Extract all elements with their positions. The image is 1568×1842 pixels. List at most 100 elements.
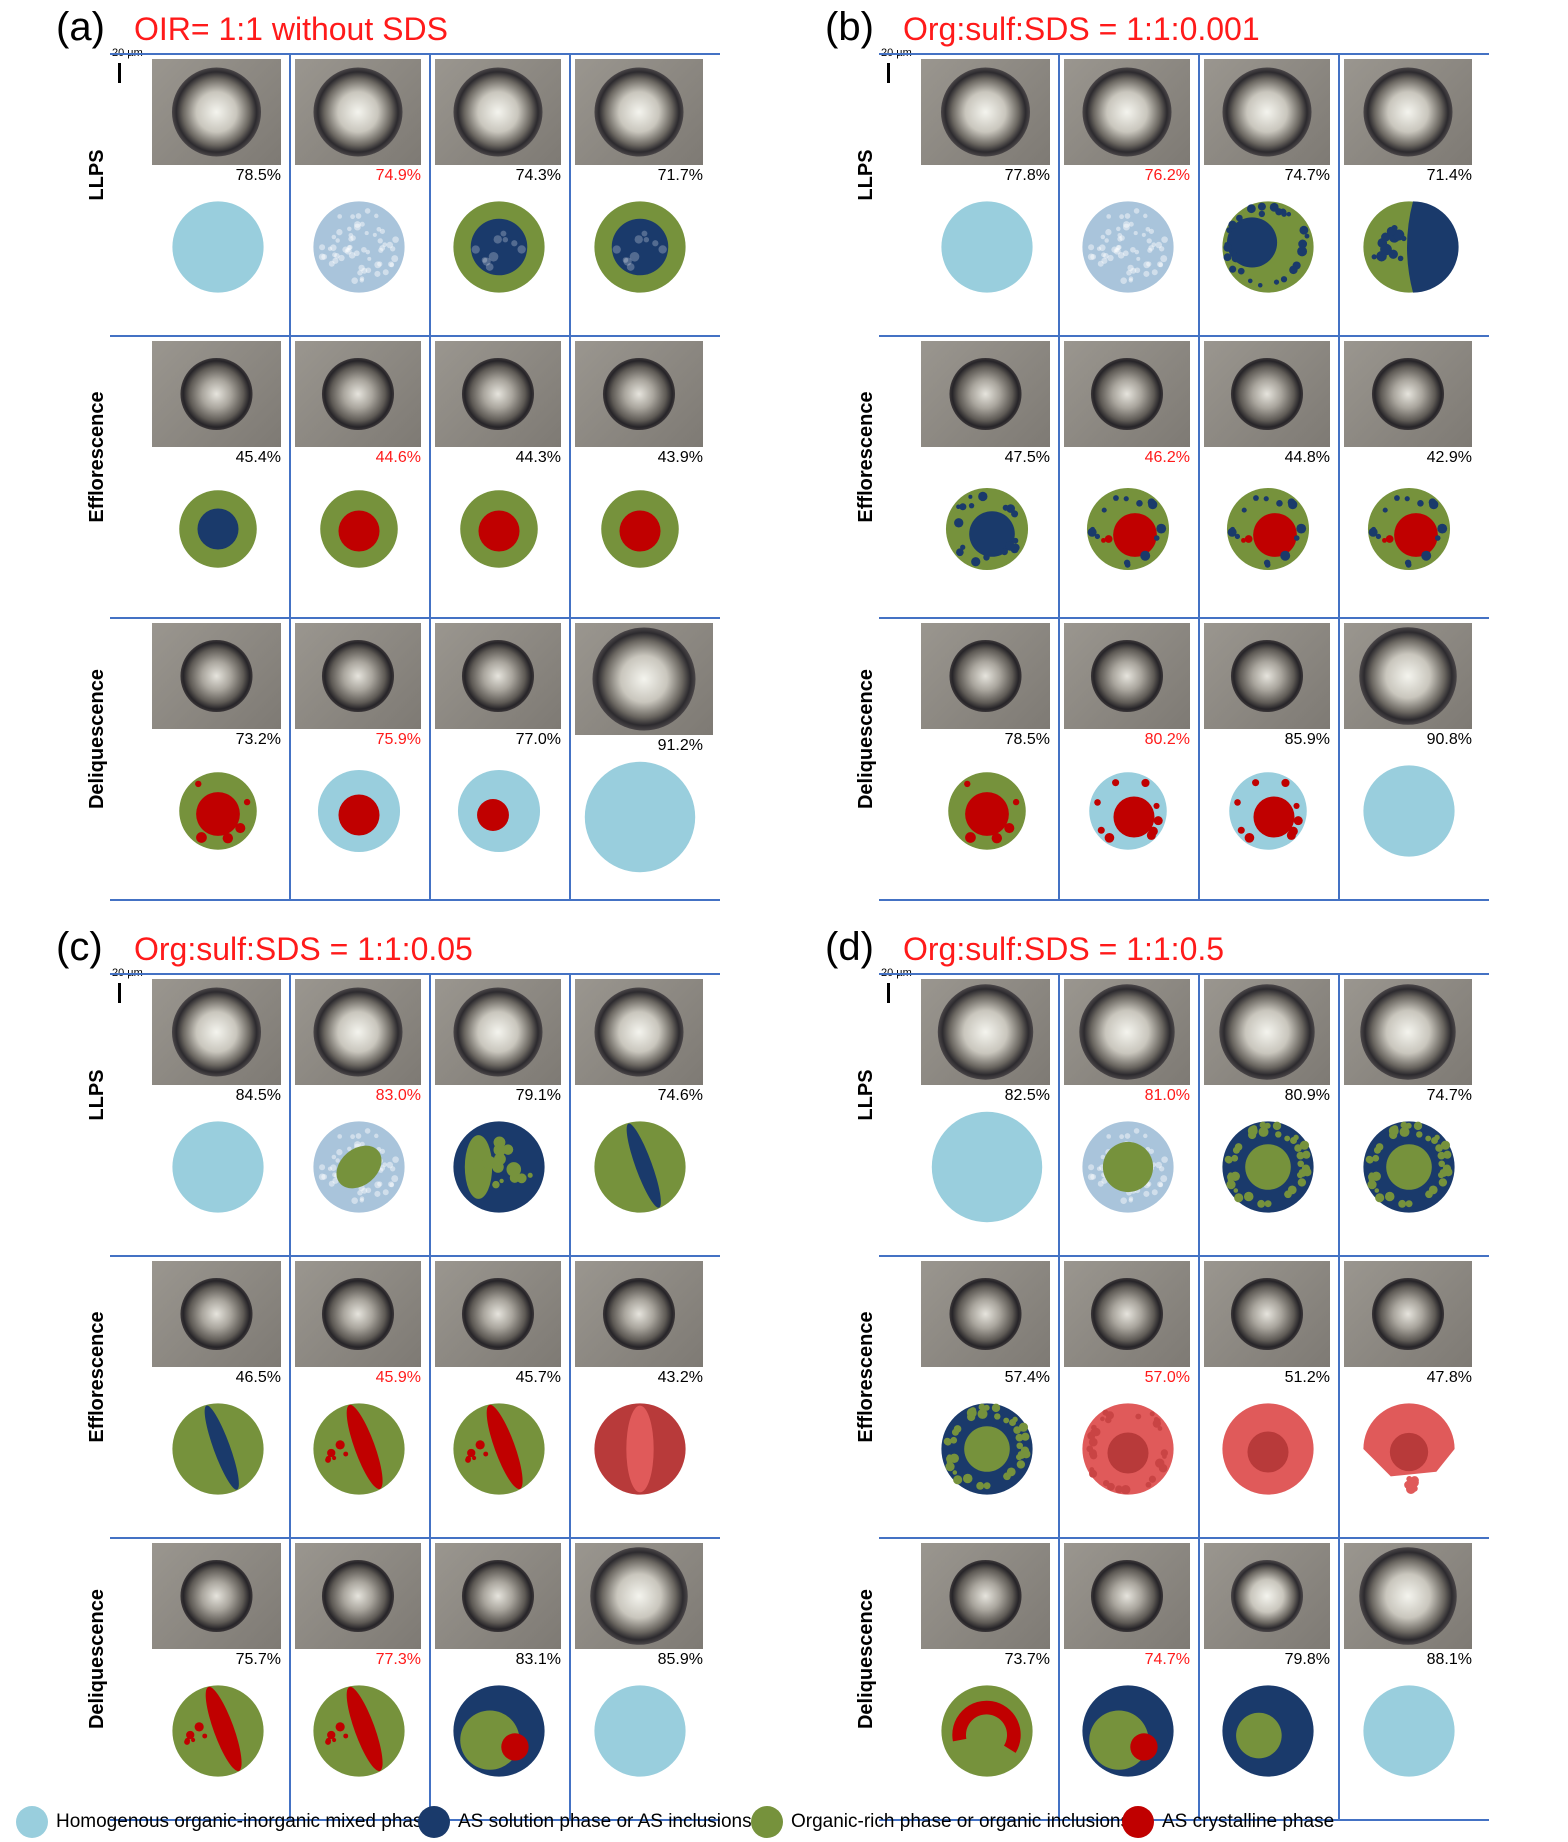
inclusion: [391, 255, 399, 263]
grid-line: [1338, 335, 1340, 617]
phase-schematic: [439, 187, 559, 307]
grid-line: [879, 1255, 1489, 1257]
grid-line: [879, 899, 1489, 901]
inclusion: [1128, 1196, 1134, 1201]
inclusion: [325, 1457, 331, 1463]
legend-label: AS crystalline phase: [1162, 1811, 1335, 1832]
grid-line: [879, 973, 1489, 975]
inclusion: [1291, 1137, 1297, 1143]
inclusion: [1126, 270, 1132, 276]
inclusion: [359, 1196, 365, 1201]
crystal-ring: [951, 1700, 1021, 1753]
crystal-core: [195, 792, 240, 836]
droplet-image: [180, 1559, 253, 1633]
inclusion: [336, 229, 343, 236]
inclusion: [1090, 1173, 1097, 1180]
inclusion: [1122, 250, 1129, 257]
grid-line: [110, 335, 720, 337]
inclusion: [1254, 530, 1264, 541]
inclusion: [1134, 249, 1140, 255]
inclusion: [1154, 535, 1160, 541]
inclusion: [1234, 1143, 1243, 1151]
inclusion: [334, 253, 340, 259]
micrograph: [152, 59, 281, 165]
inclusion: [365, 267, 372, 274]
panel-label: (d): [825, 925, 874, 969]
inclusion: [991, 1403, 1000, 1413]
grid-line: [429, 335, 431, 617]
inclusion: [319, 1164, 326, 1171]
rh-value: 77.0%: [515, 731, 561, 748]
inclusion: [1105, 229, 1112, 236]
inclusion: [1231, 1154, 1239, 1162]
rh-value: 43.2%: [657, 1369, 703, 1386]
inclusion: [337, 1134, 343, 1139]
inclusion: [1143, 1133, 1148, 1139]
phase-schematic: [299, 469, 419, 589]
inclusion: [335, 1158, 340, 1163]
inclusion: [389, 262, 395, 268]
inclusion: [1257, 282, 1263, 288]
phase-schematic: [1068, 751, 1188, 871]
row-label: LLPS: [86, 149, 108, 201]
inclusion: [1112, 779, 1120, 787]
inclusion: [377, 261, 383, 267]
droplet-image: [940, 67, 1031, 157]
grid-line: [289, 1537, 291, 1819]
grid-line: [879, 1537, 1489, 1539]
micrograph: [921, 1261, 1050, 1367]
droplet-image: [1079, 984, 1175, 1080]
legend-swatch-homogeneous: [16, 1806, 48, 1838]
inclusion: [1143, 261, 1151, 269]
row-label: Efflorescence: [855, 1311, 877, 1443]
inclusion: [1096, 246, 1102, 251]
grid-line: [879, 1819, 1489, 1821]
grid-line: [110, 973, 720, 975]
inclusion: [327, 1448, 336, 1458]
inclusion: [634, 235, 643, 244]
inclusion: [1231, 250, 1237, 256]
inclusion: [1097, 260, 1104, 267]
inclusion: [359, 221, 365, 227]
inclusion: [1136, 256, 1141, 261]
inclusion: [1006, 1467, 1016, 1477]
inclusion: [1288, 499, 1298, 510]
inclusion: [1130, 514, 1135, 520]
rh-value: 77.8%: [1004, 167, 1050, 184]
inclusion: [379, 245, 386, 251]
inclusion: [1264, 1122, 1271, 1129]
inclusion: [517, 245, 526, 254]
inclusion: [1258, 1126, 1269, 1137]
micrograph: [921, 979, 1050, 1085]
inclusion: [1097, 826, 1105, 834]
crystal-core: [1113, 796, 1155, 838]
droplet-image: [602, 1277, 676, 1351]
droplet-image: [180, 639, 253, 713]
rh-value: 42.9%: [1426, 449, 1472, 466]
inclusion: [1140, 550, 1151, 561]
inclusion: [1230, 526, 1236, 532]
row-label: Efflorescence: [855, 391, 877, 523]
inclusion: [1385, 535, 1394, 543]
inclusion: [1115, 1485, 1123, 1494]
micrograph: [295, 59, 421, 165]
inclusion: [626, 263, 635, 271]
inclusion: [328, 260, 335, 267]
inclusion: [345, 248, 350, 253]
legend-item-crystal: AS crystalline phase: [1122, 1805, 1334, 1839]
rh-value: 51.2%: [1284, 1369, 1330, 1386]
micrograph: [1344, 623, 1472, 729]
inclusion: [1395, 530, 1405, 541]
phase-schematic: [1068, 1671, 1188, 1791]
inclusion: [1227, 1172, 1236, 1182]
rh-value: 44.6%: [375, 449, 421, 466]
inclusion: [377, 238, 383, 244]
micrograph: [435, 623, 561, 729]
crystal-core: [1107, 1432, 1149, 1474]
inclusion: [1124, 213, 1131, 219]
panel-label: (a): [56, 5, 105, 49]
inclusion: [1160, 1449, 1169, 1457]
grid-line: [1338, 1255, 1340, 1537]
inclusion: [376, 226, 382, 232]
inclusion: [482, 257, 491, 266]
